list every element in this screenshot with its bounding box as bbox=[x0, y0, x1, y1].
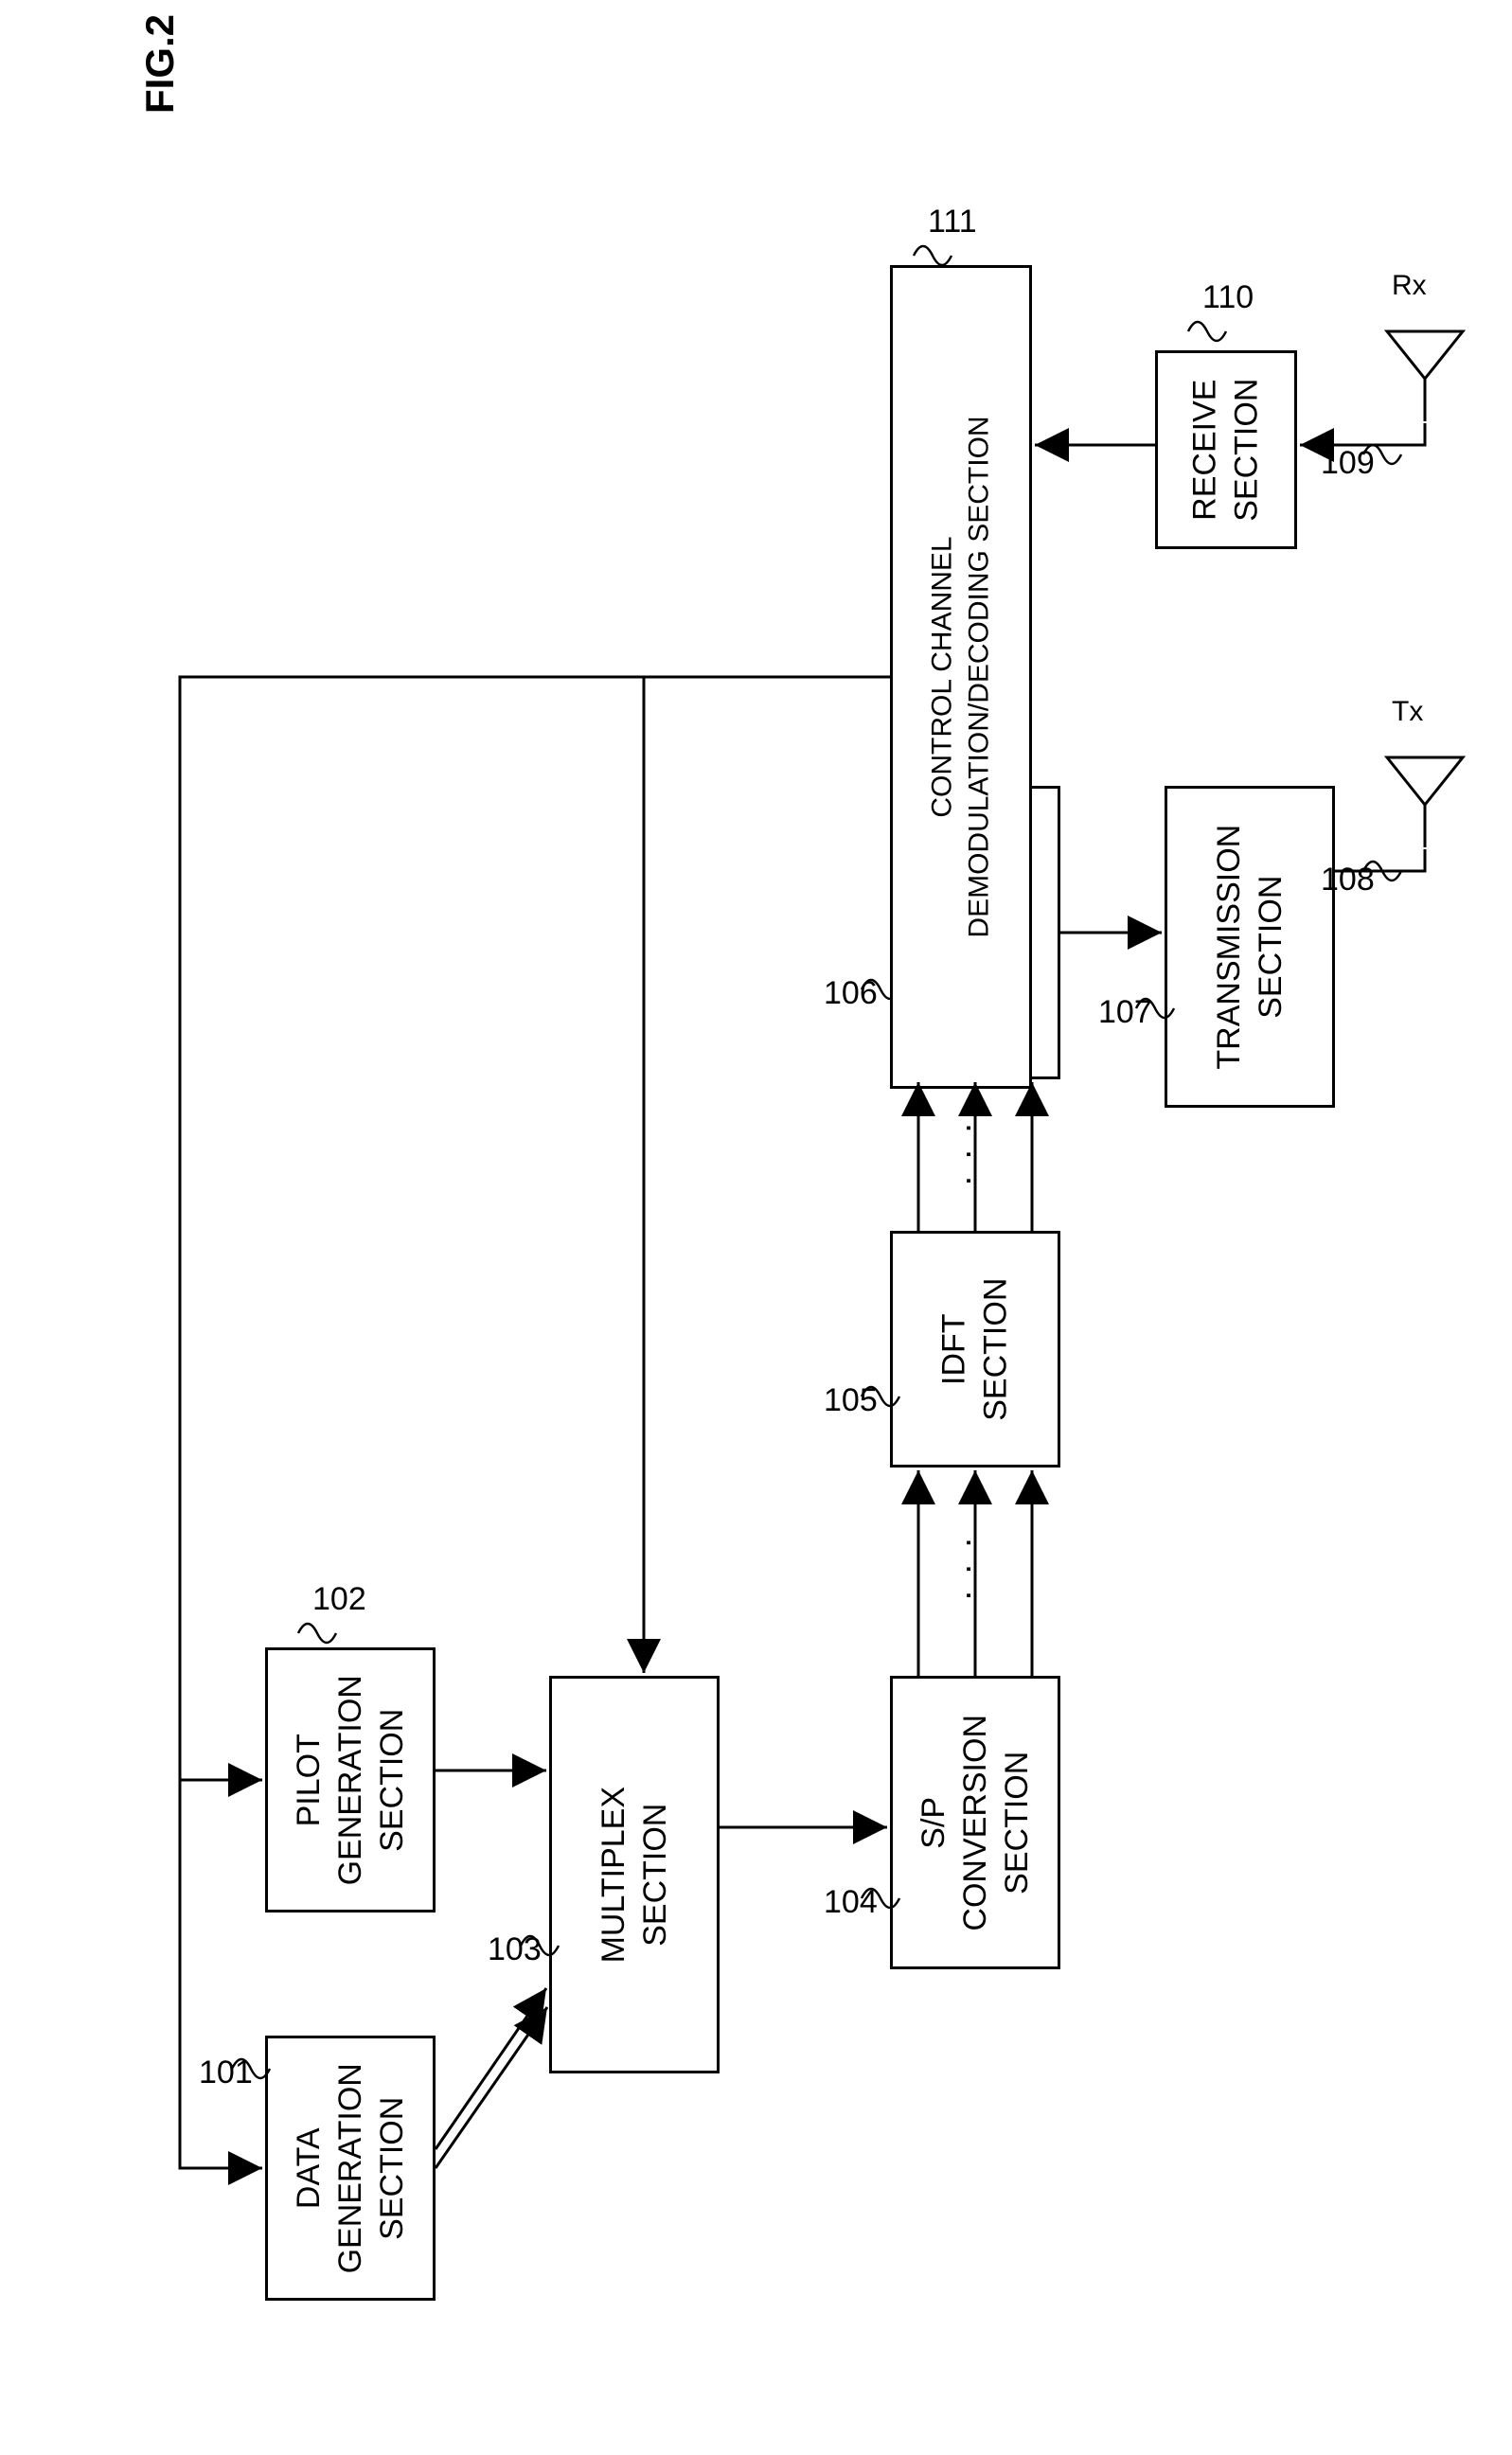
arrows-layer bbox=[38, 38, 1512, 2417]
parallel-dots-1: · · · bbox=[954, 1532, 984, 1598]
diagram-canvas: FIG.2 DATAGENERATIONSECTION 101 PILOTGEN… bbox=[38, 38, 1512, 2417]
parallel-dots-2: · · · bbox=[954, 1117, 984, 1183]
